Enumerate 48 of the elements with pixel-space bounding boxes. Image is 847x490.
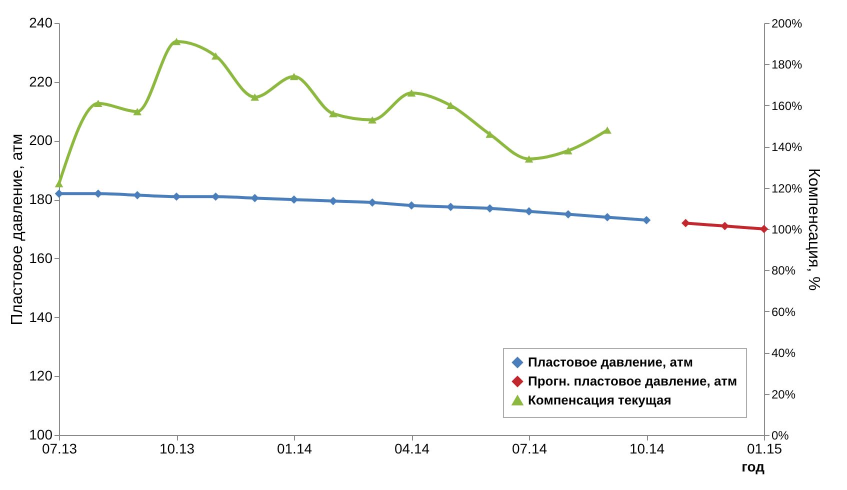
point (524, 155, 534, 163)
x-tick-label: 07.14 (512, 440, 548, 456)
x-tick-label: 04.14 (394, 440, 430, 456)
y-tick-label: 220 (29, 73, 53, 90)
x-tick-label: 10.13 (159, 440, 195, 456)
point (94, 100, 102, 107)
point (564, 147, 572, 154)
y2-tick-label: 0% (772, 428, 790, 442)
y-tick-label: 200 (29, 132, 53, 148)
y2-tick-label: 200% (772, 16, 803, 30)
point (446, 102, 455, 110)
y2-tick-label: 60% (772, 304, 796, 319)
x-axis-title: год (742, 458, 765, 474)
point (368, 116, 377, 124)
y2-axis-title: Компенсация, % (805, 168, 822, 291)
point (642, 216, 651, 224)
y2-tick-label: 160% (772, 98, 803, 113)
point (54, 180, 64, 188)
y-tick-label: 140 (29, 308, 53, 325)
point (172, 38, 181, 46)
x-tick-label: 01.14 (276, 440, 312, 456)
point (681, 218, 690, 228)
y2-tick-label: 180% (772, 58, 803, 72)
point (328, 110, 338, 118)
point (603, 126, 612, 134)
legend-label: Прогн. пластовое давление, атм (528, 374, 738, 388)
y-tick-label: 160 (29, 250, 53, 266)
point (407, 89, 416, 97)
x-tick-label: 07.13 (42, 440, 78, 456)
legend-label: Компенсация текущая (528, 392, 672, 408)
point (760, 224, 768, 234)
y-tick-label: 240 (29, 14, 53, 30)
point (133, 108, 142, 116)
point (290, 72, 298, 80)
y2-tick-label: 40% (772, 346, 796, 360)
x-tick-label: 01.15 (746, 440, 782, 456)
y2-tick-label: 140% (772, 140, 803, 154)
y2-tick-label: 20% (772, 387, 796, 402)
y-tick-label: 120 (29, 368, 53, 384)
point (250, 94, 260, 101)
y-tick-label: 180 (29, 191, 53, 208)
y2-tick-label: 120% (772, 181, 803, 196)
legend-label: Пластовое давление, атм (528, 354, 693, 370)
y-axis-title: Пластовое давление, атм (9, 134, 26, 326)
y-tick-label: 100 (29, 426, 53, 442)
x-tick-label: 10.14 (629, 440, 665, 456)
y2-tick-label: 100% (772, 222, 803, 236)
y2-tick-label: 80% (772, 264, 796, 278)
